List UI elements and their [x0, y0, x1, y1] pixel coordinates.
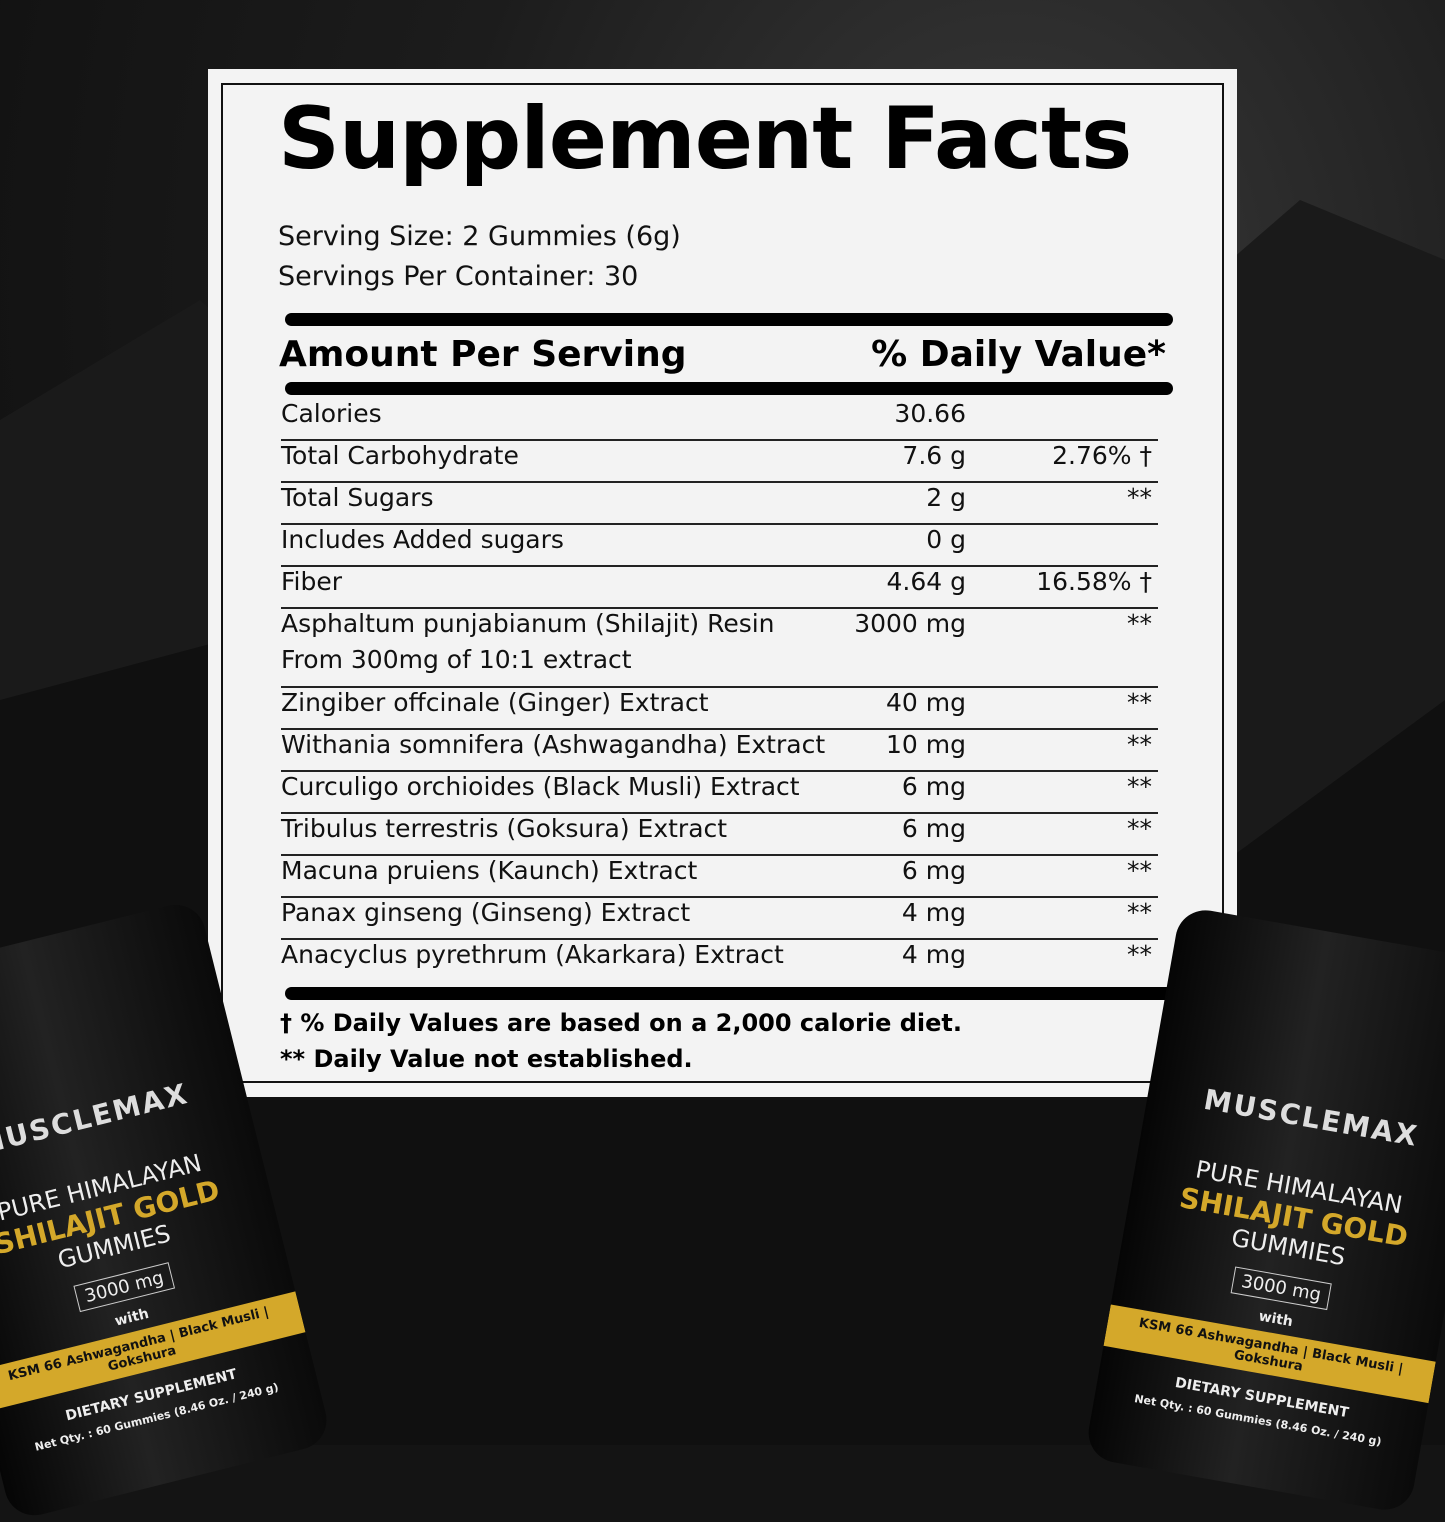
nutrient-name: Zingiber offcinale (Ginger) Extract [281, 688, 709, 717]
nutrient-daily-value: 2.76% † [1052, 441, 1152, 470]
nutrient-daily-value: ** [1127, 856, 1152, 885]
nutrient-daily-value: ** [1127, 772, 1152, 801]
nutrient-daily-value: ** [1127, 688, 1152, 717]
supplement-facts-panel: Supplement Facts Serving Size: 2 Gummies… [208, 69, 1237, 1097]
nutrient-row: Total Sugars 2 g ** [281, 483, 1158, 525]
nutrient-row: Total Carbohydrate 7.6 g 2.76% † [281, 441, 1158, 483]
nutrient-amount: 6 mg [901, 772, 966, 801]
nutrient-row: Asphaltum punjabianum (Shilajit) Resin Fr… [281, 609, 1158, 688]
nutrient-daily-value: ** [1127, 483, 1152, 512]
nutrient-amount: 4 mg [901, 940, 966, 969]
nutrient-row: Anacyclus pyrethrum (Akarkara) Extract 4 … [281, 940, 1158, 982]
nutrient-daily-value: ** [1127, 814, 1152, 843]
divider-bar [285, 987, 1173, 1000]
nutrient-row: Macuna pruiens (Kaunch) Extract 6 mg ** [281, 856, 1158, 898]
nutrient-name: Fiber [281, 567, 343, 596]
product-dose: 3000 mg [1230, 1266, 1333, 1311]
nutrient-name: Includes Added sugars [281, 525, 564, 554]
nutrient-amount: 6 mg [901, 814, 966, 843]
nutrient-amount: 0 g [926, 525, 966, 554]
nutrient-daily-value: ** [1127, 940, 1152, 969]
nutrient-amount: 2 g [926, 483, 966, 512]
serving-size: Serving Size: 2 Gummies (6g) [278, 221, 681, 252]
nutrient-name: Total Carbohydrate [281, 441, 519, 470]
nutrient-name: Withania somnifera (Ashwagandha) Extract [281, 730, 826, 759]
nutrient-row: Tribulus terrestris (Goksura) Extract 6 m… [281, 814, 1158, 856]
nutrient-daily-value: ** [1127, 609, 1152, 638]
nutrient-name: Total Sugars [281, 483, 434, 512]
nutrient-daily-value: 16.58% † [1036, 567, 1152, 596]
divider-bar [285, 382, 1173, 395]
nutrient-row: Zingiber offcinale (Ginger) Extract 40 mg… [281, 688, 1158, 730]
nutrient-row: Fiber 4.64 g 16.58% † [281, 567, 1158, 609]
nutrient-amount: 3000 mg [854, 609, 966, 638]
nutrient-name: Curculigo orchioides (Black Musli) Extra… [281, 772, 800, 801]
nutrient-amount: 6 mg [901, 856, 966, 885]
nutrient-amount: 30.66 [894, 399, 966, 428]
nutrient-row: Includes Added sugars 0 g [281, 525, 1158, 567]
divider-bar [285, 313, 1173, 326]
header-daily-value: % Daily Value* [871, 334, 1166, 375]
panel-title: Supplement Facts [278, 89, 1132, 189]
nutrient-name: Tribulus terrestris (Goksura) Extract [281, 814, 728, 843]
footnote-daily-values: † % Daily Values are based on a 2,000 ca… [280, 1009, 963, 1037]
nutrient-row: Panax ginseng (Ginseng) Extract 4 mg ** [281, 898, 1158, 940]
nutrient-daily-value: ** [1127, 730, 1152, 759]
nutrient-name: Macuna pruiens (Kaunch) Extract [281, 856, 698, 885]
nutrient-name: Calories [281, 399, 382, 428]
nutrient-name-detail: From 300mg of 10:1 extract [281, 645, 632, 674]
nutrient-amount: 4 mg [901, 898, 966, 927]
footnote-not-established: ** Daily Value not established. [280, 1045, 693, 1073]
brand-logo: MUSCLEMAX [1201, 1082, 1422, 1154]
nutrient-amount: 4.64 g [886, 567, 966, 596]
nutrient-daily-value: ** [1127, 898, 1152, 927]
nutrient-name: Anacyclus pyrethrum (Akarkara) Extract [281, 940, 784, 969]
nutrient-row: Calories 30.66 [281, 399, 1158, 441]
header-amount: Amount Per Serving [279, 334, 687, 375]
nutrient-name: Asphaltum punjabianum (Shilajit) Resin [281, 609, 775, 638]
nutrient-amount: 7.6 g [902, 441, 966, 470]
panel-border [221, 83, 1224, 1083]
nutrient-row: Curculigo orchioides (Black Musli) Extra… [281, 772, 1158, 814]
nutrient-amount: 10 mg [886, 730, 966, 759]
nutrient-amount: 40 mg [886, 688, 966, 717]
nutrient-row: Withania somnifera (Ashwagandha) Extract… [281, 730, 1158, 772]
servings-per-container: Servings Per Container: 30 [278, 261, 639, 292]
nutrient-name: Panax ginseng (Ginseng) Extract [281, 898, 691, 927]
